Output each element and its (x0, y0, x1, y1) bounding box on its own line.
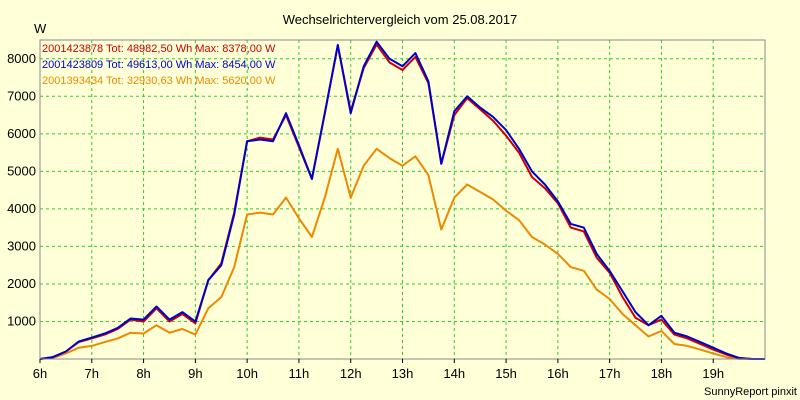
x-tick-label: 9h (188, 366, 202, 381)
y-tick-label: 3000 (7, 238, 36, 253)
x-tick-label: 18h (651, 366, 673, 381)
x-tick-label: 16h (547, 366, 569, 381)
series-line-2001423809 (39, 40, 765, 360)
x-tick-label: 12h (340, 366, 362, 381)
chart-title: Wechselrichtervergleich vom 25.08.2017 (283, 12, 518, 27)
x-tick-label: 11h (289, 366, 310, 381)
y-tick-label: 5000 (7, 163, 36, 178)
x-tick-label: 17h (599, 366, 621, 381)
x-tick-labels: 6h 7h 8h 9h 10h 11h 12h 13h 14h 15h 16h 17h 18h 19h (33, 366, 724, 381)
legend: 2001423878 Tot: 48982,50 Wh Max: 8378,00… (42, 43, 276, 87)
x-tick-label: 13h (392, 366, 414, 381)
plot-area (39, 39, 766, 363)
y-tick-label: 4000 (7, 201, 36, 216)
x-tick-label: 19h (702, 366, 724, 381)
credit-text: SunnyReport pinxit (704, 386, 797, 398)
axes (39, 39, 766, 363)
legend-entry-2001393434: 2001393434 Tot: 32930,63 Wh Max: 5620,00… (42, 75, 276, 87)
y-tick-labels: 1000 2000 3000 4000 5000 6000 7000 8000 (7, 51, 36, 329)
legend-entry-2001423878: 2001423878 Tot: 48982,50 Wh Max: 8378,00… (42, 43, 276, 55)
y-tick-label: 7000 (7, 88, 36, 103)
y-tick-label: 1000 (7, 313, 36, 328)
grid (39, 40, 765, 359)
x-tick-label: 7h (85, 366, 99, 381)
y-tick-label: 2000 (7, 276, 36, 291)
x-tick-label: 8h (136, 366, 150, 381)
x-tick-label: 14h (443, 366, 465, 381)
y-tick-label: 6000 (7, 126, 36, 141)
series-line-2001393434 (39, 147, 765, 360)
x-tick-label: 10h (236, 366, 258, 381)
x-tick-label: 15h (495, 366, 517, 381)
x-tick-label: 6h (33, 366, 47, 381)
y-axis-unit-label: W (34, 21, 47, 36)
series-line-2001423878 (39, 43, 765, 360)
legend-entry-2001423809: 2001423809 Tot: 49613,00 Wh Max: 8454,00… (42, 59, 276, 71)
y-tick-label: 8000 (7, 51, 36, 66)
series-layer (39, 40, 765, 360)
